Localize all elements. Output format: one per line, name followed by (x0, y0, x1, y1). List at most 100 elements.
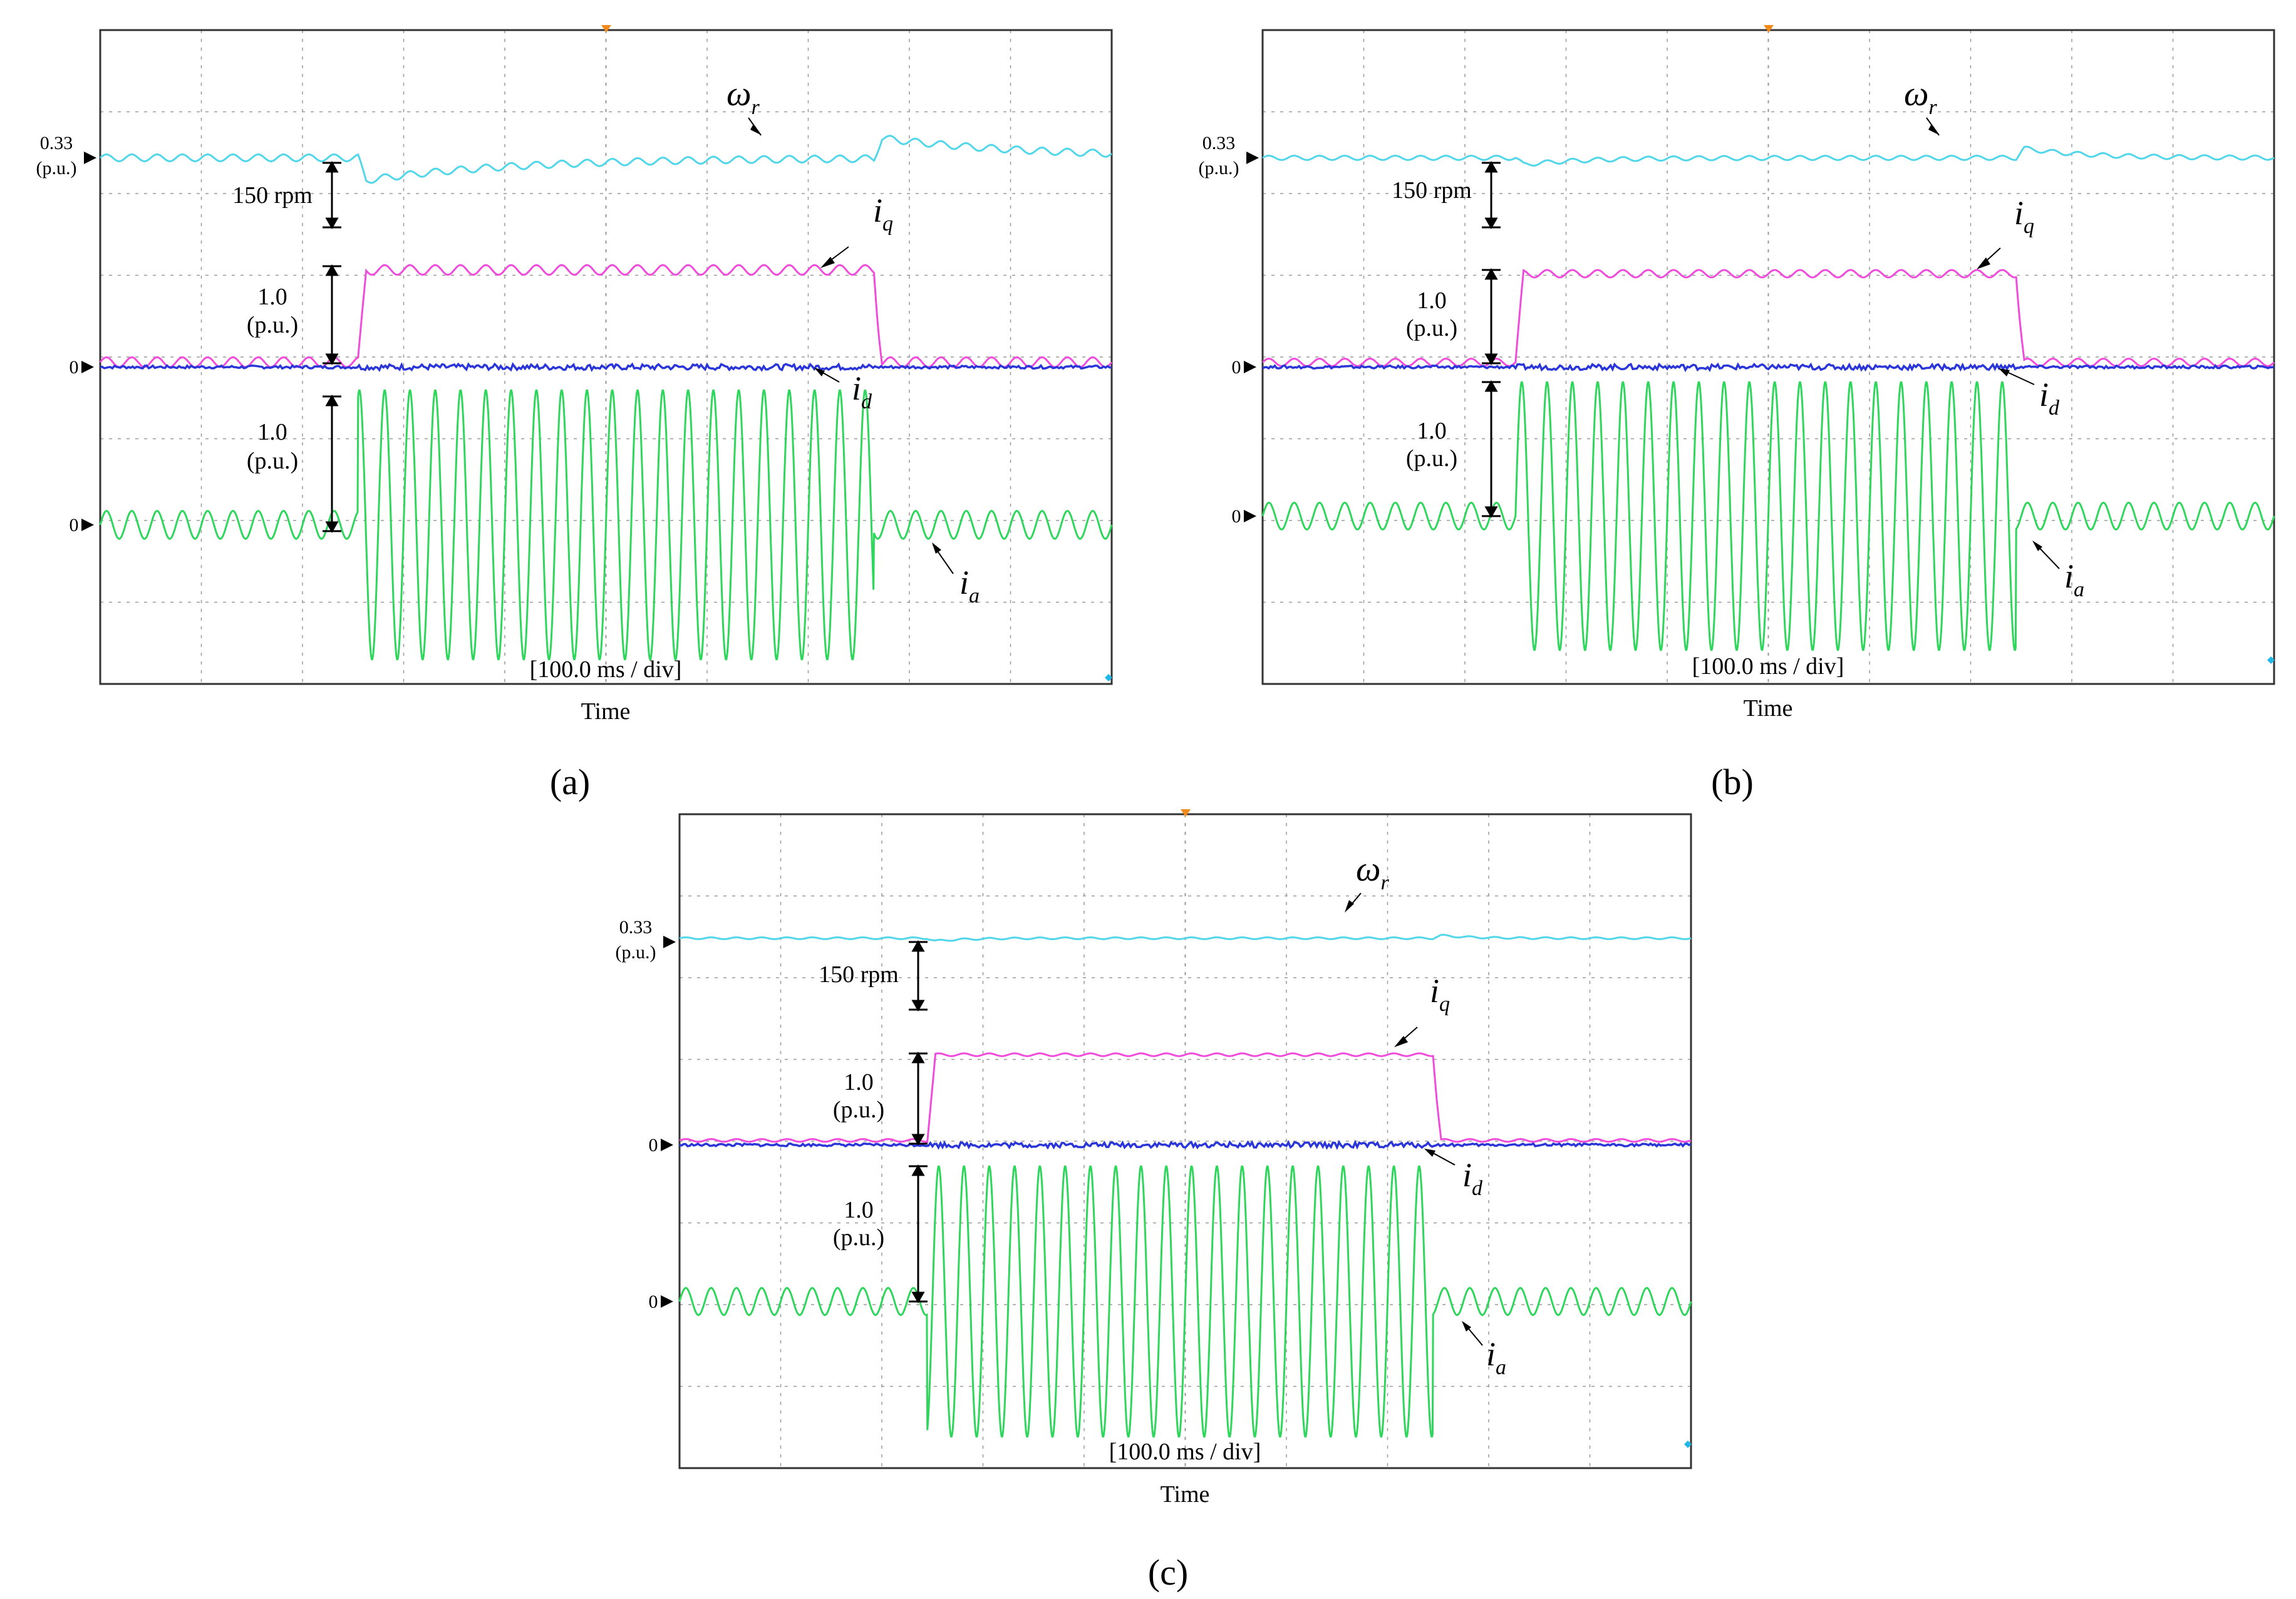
speed-level-label: 0.33 (619, 917, 653, 938)
speed-trace (100, 135, 1112, 184)
phase-current-trace (99, 389, 1113, 661)
speed-level-arrow (84, 152, 96, 164)
speed-unit-label: (p.u.) (36, 158, 77, 179)
speed-scale-bracket (1482, 160, 1501, 230)
svg-text:ia: ia (959, 564, 980, 608)
speed-scale-label: 150 rpm (232, 182, 313, 209)
current-scale-top-label: 1.0 (257, 284, 287, 310)
d-current-trace (100, 362, 1112, 373)
ia-label: ia (932, 542, 980, 608)
current-scale-top-label: 1.0 (1417, 287, 1447, 314)
trigger-marker (1764, 25, 1774, 33)
zero-marker-top: 0 (1232, 357, 1241, 378)
speed-level-label: 0.33 (40, 133, 73, 153)
x-axis-label: Time (1161, 1481, 1210, 1508)
speed-scale-label: 150 rpm (1392, 177, 1472, 204)
svg-text:iq: iq (873, 192, 893, 235)
d-current-trace (1262, 362, 2275, 373)
iq-label: iq (820, 192, 893, 268)
svg-text:ia: ia (1486, 1335, 1506, 1379)
current-scale-top-unit: (p.u.) (833, 1097, 884, 1123)
iq-label: iq (1977, 194, 2034, 269)
trigger-marker (601, 25, 611, 33)
speed-unit-label: (p.u.) (1199, 158, 1239, 179)
corner-marker (2267, 656, 2275, 664)
zero-arrow-top (661, 1139, 673, 1151)
x-axis-label: Time (581, 698, 631, 725)
phase-current-trace (678, 1165, 1692, 1438)
id-label: id (814, 368, 872, 413)
zero-arrow-bottom (661, 1295, 673, 1308)
zero-arrow-bottom (81, 519, 94, 531)
speed-trace (1262, 145, 2275, 167)
speed-label: ωr (1345, 850, 1390, 913)
current-scale-bottom-label: 1.0 (1417, 418, 1447, 444)
zero-marker-bottom: 0 (649, 1291, 658, 1312)
speed-label: ωr (727, 75, 762, 136)
time-div-label: [100.0 ms / div] (1692, 653, 1844, 680)
id-label: id (1999, 368, 2060, 420)
speed-label: ωr (1904, 75, 1940, 136)
current-scale-bracket-top (323, 264, 341, 366)
panel-caption: (b) (1711, 762, 1754, 802)
current-scale-top-unit: (p.u.) (1406, 315, 1457, 341)
zero-marker-top: 0 (70, 357, 79, 378)
current-scale-bracket-bottom (323, 394, 341, 534)
zero-marker-bottom: 0 (70, 515, 79, 536)
scope-panel-c: 0.33 (p.u.) 0 0 150 rpm 1.0 (p.u.) (616, 809, 1692, 1593)
svg-text:iq: iq (2014, 194, 2034, 238)
q-current-trace (679, 1052, 1692, 1143)
current-scale-bottom-label: 1.0 (844, 1197, 874, 1223)
current-scale-bracket-bottom (1482, 380, 1501, 519)
svg-text:id: id (2039, 376, 2060, 420)
d-current-trace (679, 1139, 1692, 1151)
corner-marker (1105, 674, 1112, 681)
scope-panel-a: 0.33 (p.u.) 0 0 150 rpm 1.0 (p.u.) (36, 25, 1113, 802)
speed-scale-label: 150 rpm (819, 961, 899, 988)
scope-panel-b: 0.33 (p.u.) 0 0 150 rpm 1.0 (p.u.) (1199, 25, 2275, 802)
speed-level-arrow (663, 936, 676, 948)
time-div-label: [100.0 ms / div] (530, 656, 682, 683)
iq-label: iq (1394, 972, 1450, 1047)
current-scale-top-label: 1.0 (844, 1069, 874, 1095)
ia-label: ia (2032, 541, 2084, 601)
svg-text:ωr: ωr (1356, 850, 1390, 894)
panel-caption: (a) (550, 762, 590, 802)
trigger-marker (1181, 809, 1191, 817)
svg-text:ωr: ωr (1904, 75, 1938, 119)
ia-label: ia (1462, 1321, 1506, 1379)
current-scale-bottom-unit: (p.u.) (1406, 445, 1457, 472)
svg-text:id: id (1462, 1156, 1483, 1200)
svg-text:ia: ia (2064, 557, 2084, 601)
speed-scale-bracket (323, 160, 341, 230)
zero-arrow-top (81, 361, 94, 373)
svg-text:iq: iq (1430, 972, 1450, 1016)
zero-arrow-top (1244, 361, 1256, 373)
speed-unit-label: (p.u.) (616, 942, 656, 963)
zero-marker-bottom: 0 (1232, 506, 1241, 527)
grid (1263, 30, 2274, 684)
phase-current-trace (1261, 381, 2275, 651)
time-div-label: [100.0 ms / div] (1109, 1439, 1261, 1465)
svg-text:id: id (852, 370, 872, 413)
x-axis-label: Time (1744, 695, 1793, 722)
speed-level-arrow (1246, 152, 1259, 164)
current-scale-bottom-unit: (p.u.) (833, 1224, 884, 1251)
zero-marker-top: 0 (649, 1135, 658, 1156)
speed-level-label: 0.33 (1202, 133, 1236, 153)
zero-arrow-bottom (1244, 510, 1256, 522)
id-label: id (1424, 1149, 1483, 1200)
panel-caption: (c) (1148, 1552, 1188, 1593)
q-current-trace (99, 264, 1113, 368)
svg-text:ωr: ωr (727, 75, 760, 119)
speed-trace (679, 934, 1692, 942)
current-scale-bottom-label: 1.0 (257, 419, 287, 445)
current-scale-bracket-top (1482, 267, 1501, 366)
current-scale-bracket-top (909, 1051, 928, 1146)
speed-scale-bracket (909, 939, 928, 1012)
current-scale-top-unit: (p.u.) (247, 312, 298, 338)
current-scale-bottom-unit: (p.u.) (247, 448, 298, 474)
corner-marker (1684, 1441, 1692, 1448)
current-scale-bracket-bottom (909, 1164, 928, 1304)
